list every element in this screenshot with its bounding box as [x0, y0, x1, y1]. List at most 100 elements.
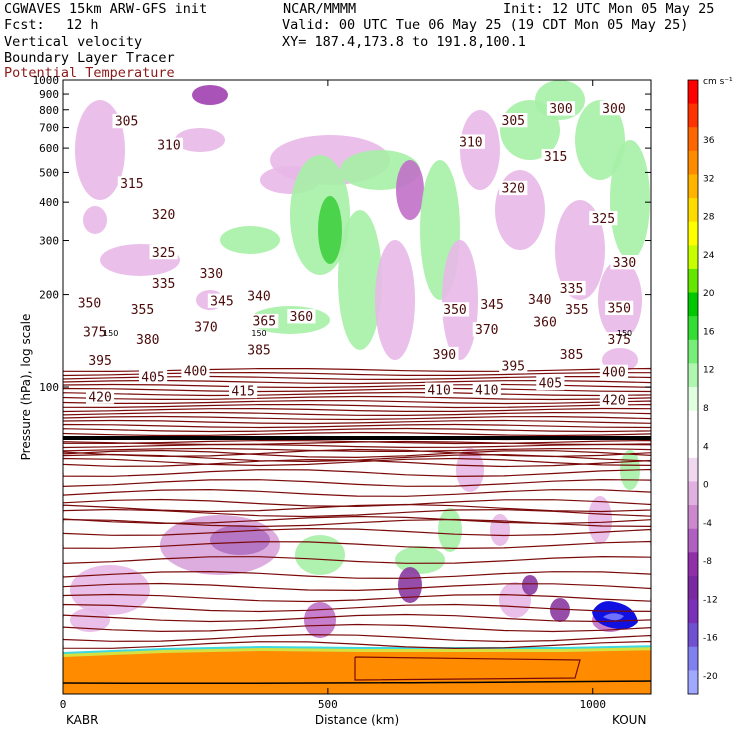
colorbar-label: -4: [703, 519, 712, 529]
colorbar-cell: [688, 599, 698, 624]
theta-label-bg: [181, 363, 210, 378]
theta-label: 370: [194, 321, 217, 336]
theta-label-bg: [605, 332, 634, 347]
theta-label-bg: [440, 302, 470, 317]
colorbar-cell: [688, 387, 698, 412]
theta-label: 375: [607, 333, 630, 348]
colorbar: 36 32 28 24 20 16 12 8 4 0 -4 -8 -12 -16 -20: [687, 79, 718, 695]
theta-label: 410: [475, 383, 498, 398]
theta-label: 385: [247, 344, 270, 359]
distance-axis: 0 500 1000: [60, 80, 606, 711]
valid-time: Valid: 00 UTC Tue 06 May 25 (19 CDT Mon …: [282, 17, 689, 33]
colorbar-label: 4: [703, 442, 709, 452]
theta-label: 315: [544, 150, 567, 165]
colorbar-cell: [688, 268, 698, 294]
theta-label-bg: [499, 180, 528, 196]
colorbar-cell: [688, 646, 698, 671]
theta-label-bg: [456, 134, 485, 149]
theta-label: 375: [83, 326, 106, 341]
y-tick-label: 500: [39, 166, 59, 179]
theta-label-bg: [499, 112, 528, 128]
theta-label: 340: [247, 290, 270, 305]
theta-label: 350: [607, 302, 630, 317]
theta-label-bg: [530, 314, 560, 330]
theta-label: 300: [602, 102, 625, 117]
y-tick-label: 900: [39, 88, 59, 101]
tropopause-label: 150: [617, 329, 632, 338]
theta-label-bg: [546, 101, 576, 116]
theta-label-bg: [562, 302, 591, 317]
theta-label: 405: [539, 377, 562, 392]
theta-label: 335: [152, 277, 175, 292]
colorbar-label: 36: [703, 136, 715, 146]
theta-label: 380: [136, 333, 159, 348]
theta-label-bg: [191, 319, 221, 335]
colorbar-cell: [688, 670, 698, 695]
x-tick-label: 500: [318, 698, 338, 711]
colorbar-label: -16: [703, 634, 718, 644]
theta-label: 405: [141, 370, 164, 385]
y-tick-label: 100: [39, 381, 59, 394]
colorbar-label: 28: [703, 213, 715, 223]
endpoint-left: KABR: [66, 713, 98, 727]
colorbar-cell: [688, 316, 698, 341]
theta-label-bg: [80, 324, 109, 340]
theta-label: 300: [549, 102, 572, 117]
theta-label-bg: [599, 100, 629, 116]
theta-label: 415: [231, 385, 254, 400]
theta-label-bg: [149, 244, 178, 260]
colorbar-cell: [688, 575, 698, 601]
colorbar-cell: [688, 363, 698, 388]
theta-label-bg: [605, 300, 634, 316]
theta-label: 305: [115, 115, 138, 130]
theta-label: 330: [613, 256, 636, 271]
theta-label: 355: [131, 303, 154, 318]
colorbar-cell: [688, 150, 698, 175]
theta-label-bg: [128, 302, 157, 317]
y-tick-label: 600: [39, 142, 59, 155]
theta-label-bg: [557, 280, 586, 296]
y-tick-label: 1000: [33, 74, 60, 87]
theta-label-bg: [557, 346, 586, 362]
theta-label: 305: [502, 114, 525, 129]
theta-label: 325: [152, 246, 175, 261]
theta-label-bg: [499, 358, 528, 374]
colorbar-label: 32: [703, 174, 714, 184]
colorbar-label: -12: [703, 595, 718, 605]
init-time: Init: 12 UTC Mon 05 May 25: [503, 1, 715, 17]
theta-label: 320: [502, 182, 525, 197]
colorbar-cell: [688, 245, 698, 270]
theta-label-bg: [133, 332, 162, 347]
field-potential-temperature: Potential Temperature: [4, 65, 175, 81]
theta-label-bg: [117, 176, 146, 191]
colorbar-cell: [688, 623, 698, 648]
y-tick-label: 700: [39, 122, 59, 135]
theta-label-bg: [154, 137, 184, 152]
theta-label-bg: [599, 392, 629, 407]
x-tick-label: 0: [60, 698, 67, 711]
theta-label: 320: [152, 208, 175, 223]
theta-label: 365: [253, 315, 276, 330]
theta-label-bg: [425, 382, 454, 397]
center-name: NCAR/MMMM: [283, 1, 357, 17]
colorbar-cell: [688, 434, 698, 459]
theta-label-bg: [250, 313, 279, 329]
theta-label: 315: [120, 177, 143, 192]
theta-label: 400: [184, 364, 207, 379]
colorbar-cell: [688, 127, 698, 152]
colorbar-cell: [688, 292, 698, 317]
theta-label-bg: [525, 292, 554, 307]
colorbar-cell: [688, 457, 698, 482]
colorbar-label: -20: [703, 672, 718, 682]
theta-label-bg: [229, 383, 258, 399]
theta-label-bg: [207, 293, 237, 308]
theta-label: 360: [290, 310, 313, 325]
colorbar-label: 24: [703, 251, 715, 261]
y-axis-label: Pressure (hPa), log scale: [19, 314, 33, 461]
theta-label-bg: [541, 148, 570, 164]
x-axis-label: Distance (km): [315, 713, 399, 727]
theta-label-bg: [599, 364, 629, 380]
colorbar-cell: [688, 481, 698, 506]
colorbar-label: 16: [703, 327, 715, 337]
